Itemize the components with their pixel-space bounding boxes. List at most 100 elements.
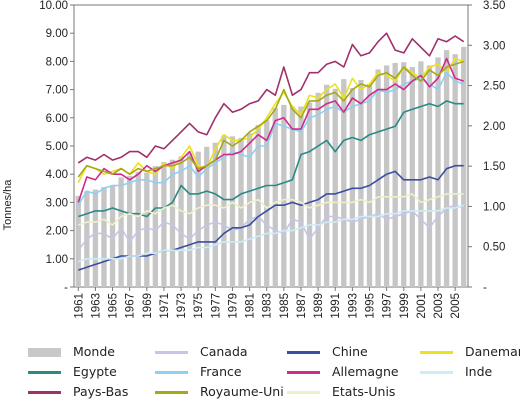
x-tick-label: 1987 [296,293,308,319]
left-axis: - 1.00 2.00 3.00 4.00 5.00 6.00 7.00 8.00 9.00 10.… [39,0,74,294]
series-line-inde [78,204,464,263]
right-tick-label: 2.50 [483,81,505,93]
lines-layer [77,32,465,271]
legend-swatch [420,371,453,374]
x-tick-label: 1965 [108,293,120,319]
bar-monde-1983 [264,120,270,288]
x-tick-label: 1999 [399,293,411,319]
plot-area [73,4,469,288]
legend-swatch [28,391,61,394]
bar-monde-2006 [461,46,467,288]
series-line-chine [78,164,464,271]
bar-monde-1989 [315,92,321,287]
series-line-pays-bas [77,32,465,164]
x-tick-label: 1961 [73,293,85,319]
x-tick-label: 1981 [245,293,257,319]
bar-monde-1967 [127,175,133,287]
legend-swatch [28,348,61,357]
legend: Monde Canada Chine Danemark Egypte France Alle… [0,338,520,407]
series-line-danemark [77,57,464,184]
legend-swatch [155,351,188,354]
bar-monde-1993 [349,87,356,287]
chart-svg: - 1.00 2.00 3.00 4.00 5.00 6.00 7.00 8.00 9.00 10.… [2,0,505,319]
bar-monde-1998 [392,63,398,287]
y-axis-label: Tonnes/ha [2,179,14,231]
bar-monde-1964 [101,187,107,287]
bar-monde-1976 [204,146,210,287]
x-tick-label: 1977 [210,293,222,319]
bar-monde-1980 [238,137,244,287]
legend-swatch [420,351,453,354]
bar-monde-1973 [178,156,184,287]
legend-label: Egypte [73,364,117,379]
x-axis: 1961 1963 1965 1967 1969 1971 1973 1975 1977 1979… [73,287,462,319]
legend-label: Danemark [465,344,520,359]
plot-border [73,4,469,288]
legend-label: Canada [200,344,248,359]
bar-monde-1978 [221,135,227,287]
x-tick-label: 1971 [159,293,171,319]
bar-monde-1990 [324,84,330,287]
bar-monde-1961 [75,195,81,287]
bar-monde-1992 [341,79,347,287]
x-tick-label: 1973 [176,293,188,319]
x-tick-label: 1963 [90,293,102,319]
legend-swatch [287,371,320,374]
series-line-etats-unis [78,193,464,226]
bar-monde-2001 [418,61,424,288]
right-tick-label: 2.00 [483,121,505,133]
bar-monde-1979 [229,136,236,287]
legend-label: Monde [73,344,115,359]
x-tick-label: 1979 [227,293,239,319]
legend-swatch [155,391,188,394]
legend-label: France [200,364,242,379]
bar-monde-1999 [401,62,407,287]
left-tick-label: 3.00 [46,197,68,209]
series-line-canada [77,204,464,251]
right-tick-label: 0.50 [483,242,505,254]
bar-monde-1969 [144,172,150,287]
x-tick-label: 2005 [450,293,462,319]
legend-swatch [28,371,61,374]
bar-monde-1966 [118,177,124,287]
x-tick-label: 1983 [262,293,274,319]
bar-monde-1968 [135,171,141,287]
bar-monde-1970 [152,166,159,287]
left-tick-label: 6.00 [46,113,68,125]
right-tick-label: 1.50 [483,161,505,173]
bar-monde-1963 [92,189,99,287]
bar-monde-1988 [306,102,313,288]
left-tick-label: 1.00 [46,254,68,266]
bar-monde-1981 [246,133,253,287]
bar-monde-1986 [289,106,296,288]
left-tick-label: 8.00 [46,56,68,68]
left-tick-label: - [64,282,68,294]
x-tick-label: 1969 [142,293,154,319]
x-tick-label: 1991 [330,293,342,319]
legend-label: Royaume-Uni [200,384,284,399]
bar-monde-1974 [186,153,193,287]
legend-label: Pays-Bas [73,384,129,399]
legend-label: Chine [332,344,368,359]
legend-swatch [155,371,188,374]
x-tick-label: 1989 [313,293,325,319]
bar-monde-1987 [298,106,304,288]
x-tick-label: 1997 [382,293,394,319]
left-tick-label: 7.00 [46,85,68,97]
legend-label: Etats-Unis [332,384,396,399]
bar-monde-1994 [358,79,364,287]
bar-monde-1965 [109,185,116,287]
legend-swatch [287,391,320,394]
legend-label: Allemagne [332,364,399,379]
bar-monde-1985 [281,104,287,287]
x-tick-label: 1985 [279,293,291,319]
right-tick-label: 1.00 [483,201,505,213]
x-tick-label: 1967 [125,293,137,319]
bar-monde-1972 [169,159,176,287]
left-tick-label: 9.00 [46,28,68,40]
left-tick-label: 10.00 [39,0,68,12]
legend-label: Inde [465,364,493,379]
bar-monde-2003 [435,57,441,287]
x-tick-label: 1993 [347,293,359,319]
